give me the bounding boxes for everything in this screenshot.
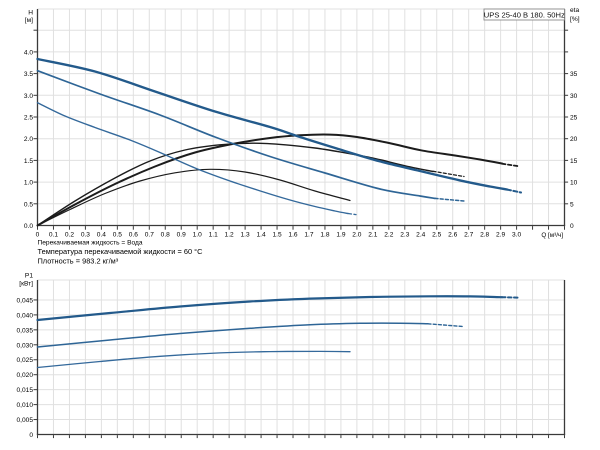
svg-text:0,010: 0,010	[16, 402, 33, 409]
svg-text:0,030: 0,030	[16, 342, 33, 349]
svg-text:10: 10	[570, 180, 578, 187]
svg-text:1.0: 1.0	[24, 180, 33, 187]
svg-text:2.1: 2.1	[368, 232, 377, 239]
svg-text:3.5: 3.5	[24, 71, 33, 78]
svg-text:0,005: 0,005	[16, 417, 33, 424]
svg-text:[кВт]: [кВт]	[19, 281, 33, 288]
svg-text:UPS 25-40 B 180. 50Hz: UPS 25-40 B 180. 50Hz	[484, 11, 565, 20]
svg-text:P1: P1	[25, 273, 33, 280]
svg-text:2.5: 2.5	[432, 232, 441, 239]
svg-text:2.0: 2.0	[24, 136, 33, 143]
svg-text:1.6: 1.6	[288, 232, 297, 239]
svg-text:0.3: 0.3	[81, 232, 90, 239]
svg-text:Температура перекачиваемой жид: Температура перекачиваемой жидкости = 60…	[38, 247, 204, 256]
svg-text:0.2: 0.2	[65, 232, 74, 239]
svg-text:1.0: 1.0	[193, 232, 202, 239]
svg-text:1.9: 1.9	[336, 232, 345, 239]
svg-text:1.3: 1.3	[241, 232, 250, 239]
svg-text:3.0: 3.0	[512, 232, 521, 239]
svg-text:2.8: 2.8	[480, 232, 489, 239]
svg-text:0.6: 0.6	[129, 232, 138, 239]
svg-text:1.5: 1.5	[272, 232, 281, 239]
svg-text:2.5: 2.5	[24, 115, 33, 122]
svg-text:2.4: 2.4	[416, 232, 425, 239]
svg-text:0.0: 0.0	[24, 223, 33, 230]
svg-text:25: 25	[570, 115, 578, 122]
svg-text:eta: eta	[570, 7, 579, 14]
svg-text:3.0: 3.0	[24, 93, 33, 100]
svg-text:0,025: 0,025	[16, 357, 33, 364]
svg-text:Q [м³/ч]: Q [м³/ч]	[541, 232, 563, 239]
svg-text:0.9: 0.9	[177, 232, 186, 239]
svg-text:0.5: 0.5	[113, 232, 122, 239]
svg-text:0.4: 0.4	[97, 232, 106, 239]
svg-text:Плотность = 983.2 кг/м³: Плотность = 983.2 кг/м³	[38, 257, 119, 266]
svg-text:20: 20	[570, 136, 578, 143]
svg-text:H: H	[28, 10, 33, 17]
svg-text:1.4: 1.4	[256, 232, 265, 239]
svg-text:0.5: 0.5	[24, 201, 33, 208]
svg-text:5: 5	[570, 201, 574, 208]
svg-text:0,045: 0,045	[16, 298, 33, 305]
svg-text:2.2: 2.2	[384, 232, 393, 239]
svg-text:35: 35	[570, 71, 578, 78]
svg-text:0,020: 0,020	[16, 372, 33, 379]
svg-text:1.1: 1.1	[209, 232, 218, 239]
svg-text:30: 30	[570, 93, 578, 100]
svg-text:2.7: 2.7	[464, 232, 473, 239]
svg-text:[%]: [%]	[570, 16, 580, 23]
svg-text:2.9: 2.9	[496, 232, 505, 239]
svg-text:0.8: 0.8	[161, 232, 170, 239]
svg-text:0,040: 0,040	[16, 312, 33, 319]
svg-text:1.2: 1.2	[225, 232, 234, 239]
svg-text:2.3: 2.3	[400, 232, 409, 239]
svg-text:0: 0	[36, 232, 40, 239]
svg-text:15: 15	[570, 158, 578, 165]
svg-text:0: 0	[570, 223, 574, 230]
svg-text:1.5: 1.5	[24, 158, 33, 165]
svg-text:Перекачиваемая жидкость = Вода: Перекачиваемая жидкость = Вода	[38, 240, 143, 247]
svg-text:2.0: 2.0	[352, 232, 361, 239]
svg-text:4.0: 4.0	[24, 49, 33, 56]
svg-text:[м]: [м]	[25, 17, 33, 24]
svg-text:2.6: 2.6	[448, 232, 457, 239]
svg-text:0.7: 0.7	[145, 232, 154, 239]
svg-text:0.1: 0.1	[49, 232, 58, 239]
svg-text:0,015: 0,015	[16, 387, 33, 394]
svg-text:1.8: 1.8	[320, 232, 329, 239]
svg-text:1.7: 1.7	[304, 232, 313, 239]
svg-text:0: 0	[29, 432, 33, 439]
svg-text:0,035: 0,035	[16, 327, 33, 334]
